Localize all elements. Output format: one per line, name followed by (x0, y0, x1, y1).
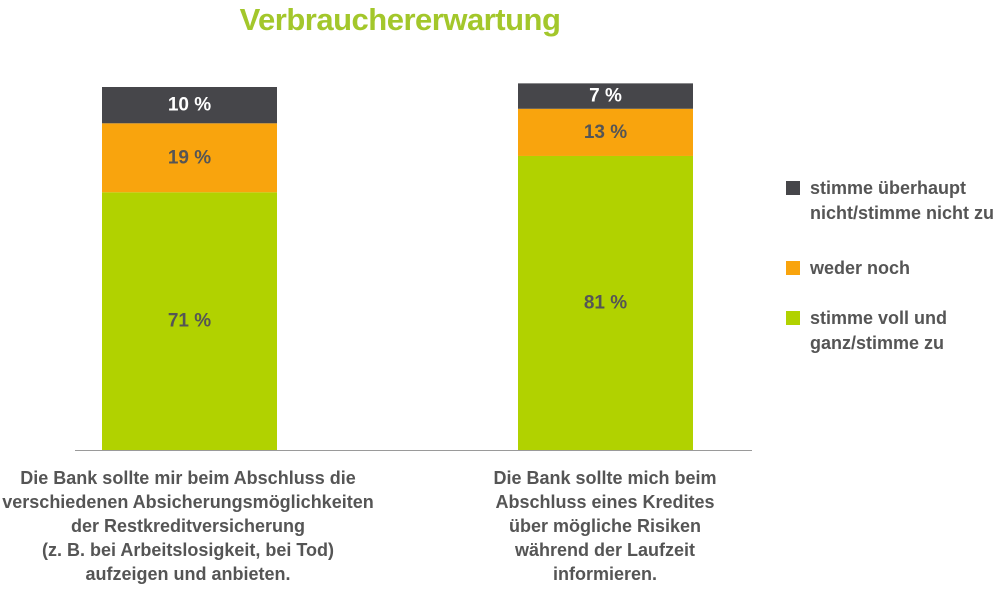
category-label-line: der Restkreditversicherung (70, 516, 306, 536)
legend-swatch (786, 181, 800, 195)
legend-swatch (786, 311, 800, 325)
bar-2-segment-stimme-nicht-zu (518, 83, 693, 109)
bar-2-segment-weder-noch (518, 108, 693, 156)
category-label-line: während der Laufzeit (514, 540, 696, 560)
bar-1-segment-stimme-zu-label: 71 % (168, 311, 211, 332)
category-label-line: Die Bank sollte mich beim (493, 468, 717, 488)
bar-1-segment-stimme-nicht-zu-label: 10 % (168, 95, 211, 116)
category-label-restkreditversicherung: Die Bank sollte mir beim Abschluss die ve… (0, 466, 388, 586)
bar-1-segment-weder-noch (102, 123, 277, 193)
category-label-line: verschiedenen Absicherungsmöglichkeiten (2, 492, 374, 512)
legend-label: stimme voll und ganz/stimme zu (810, 308, 948, 353)
bar-2-segment-weder-noch-label: 13 % (584, 122, 627, 143)
bar-1-segment-stimme-nicht-zu (102, 87, 277, 124)
chart-title: Verbrauchererwartung (239, 2, 561, 37)
category-label-line: über mögliche Risiken (508, 516, 702, 536)
legend-label: weder noch (810, 258, 911, 278)
legend-label: stimme überhaupt nicht/stimme nicht zu (810, 178, 995, 223)
legend-swatch (786, 261, 800, 275)
category-label-line: informieren. (552, 564, 658, 584)
category-label-line: aufzeigen und anbieten. (85, 564, 291, 584)
bar-2-segment-stimme-zu-label: 81 % (584, 292, 627, 313)
bar-2-segment-stimme-nicht-zu-label: 7 % (589, 86, 622, 107)
bar-2-segment-stimme-zu (518, 155, 693, 450)
category-label-line: (z. B. bei Arbeitslosigkeit, bei Tod) (41, 540, 335, 560)
bar-1-segment-weder-noch-label: 19 % (168, 147, 211, 168)
category-label-line: Abschluss eines Kredites (495, 492, 715, 512)
category-label-line: Die Bank sollte mir beim Abschluss die (20, 468, 356, 488)
category-label-risiken: Die Bank sollte mich beim Abschluss eines… (405, 466, 805, 586)
bar-1-segment-stimme-zu (102, 192, 277, 450)
